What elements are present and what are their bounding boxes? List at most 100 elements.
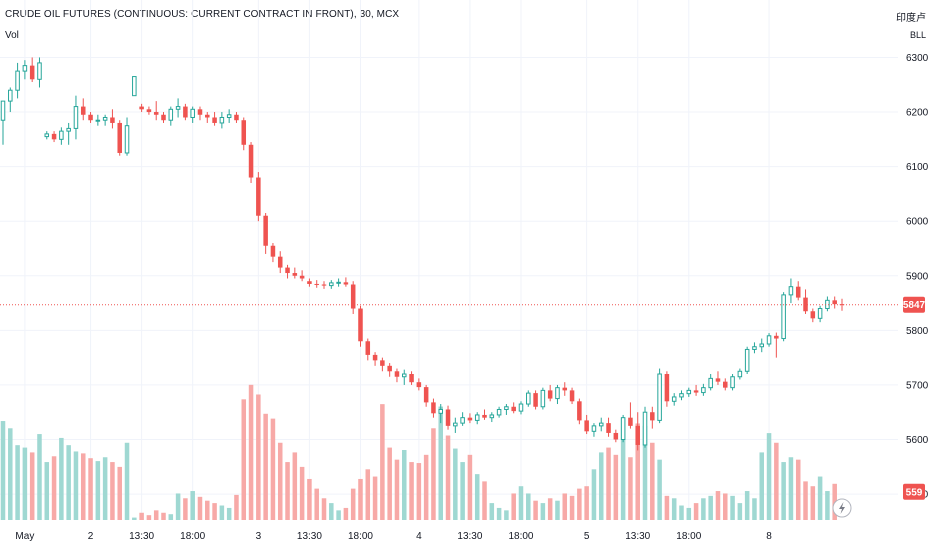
volume-bar <box>205 500 210 520</box>
volume-bar <box>701 498 706 520</box>
volume-bar <box>577 488 582 520</box>
volume-bar <box>628 457 633 520</box>
volume-bar <box>737 503 743 520</box>
candle-body <box>73 106 79 129</box>
volume-bar <box>423 454 429 520</box>
price-tick-label: 5700 <box>906 380 929 391</box>
volume-bar <box>350 488 356 520</box>
volume-bar <box>693 503 699 520</box>
volume-bar <box>650 442 655 520</box>
volume-bar <box>8 428 13 520</box>
time-tick-label: 18:00 <box>348 531 373 542</box>
candle-body <box>314 283 319 285</box>
volume-bar <box>686 507 692 520</box>
candle-body <box>839 304 845 306</box>
candle-body <box>183 106 188 118</box>
volume-bar <box>409 462 414 520</box>
volume-bars <box>0 384 837 520</box>
candle-body <box>212 117 217 123</box>
candle-body <box>657 373 662 421</box>
volume-bar <box>197 496 203 520</box>
volume-bar <box>474 474 480 520</box>
candle-body <box>102 116 108 121</box>
price-axis[interactable]: 550056005700580059006000610062006300 <box>906 53 929 501</box>
volume-bar <box>132 517 137 520</box>
candle-body <box>190 108 195 118</box>
candle-body <box>569 390 575 402</box>
volume-bar <box>168 514 174 520</box>
candle-body <box>8 89 13 102</box>
candle-body <box>832 300 837 305</box>
candle-body <box>44 133 50 138</box>
volume-bar <box>285 462 290 520</box>
candle-body <box>591 425 597 432</box>
candle-body <box>547 390 553 399</box>
candle-body <box>358 308 363 342</box>
volume-bar <box>664 495 670 520</box>
candle-body <box>504 406 509 410</box>
candle-body <box>80 106 86 115</box>
candle-body <box>139 106 144 110</box>
volume-bar <box>51 456 57 520</box>
volume-bar <box>825 491 830 520</box>
candle-body <box>489 414 495 419</box>
volume-bar <box>555 500 560 520</box>
time-tick-label: 13:30 <box>625 531 650 542</box>
candle-body <box>664 374 670 402</box>
volume-bar <box>431 428 436 520</box>
volume-bar <box>183 498 188 520</box>
volume-bar <box>175 493 181 520</box>
volume-bar <box>715 491 721 520</box>
candle-body <box>620 417 626 441</box>
candle-body <box>423 387 429 403</box>
volume-bar <box>88 458 93 520</box>
volume-bar <box>380 404 385 520</box>
candle-body <box>343 282 349 285</box>
volume-bar <box>365 469 371 520</box>
candle-body <box>671 396 677 402</box>
candle-body <box>526 392 531 405</box>
candle-body <box>285 267 290 274</box>
volume-bar <box>781 462 786 520</box>
candle-body <box>737 370 743 378</box>
volume-bar <box>671 498 677 520</box>
volume-bar <box>416 463 422 520</box>
replay-button[interactable] <box>832 498 852 518</box>
volume-bar <box>482 481 487 520</box>
volume-bar <box>489 503 495 520</box>
volume-bar <box>708 495 713 520</box>
volume-bar <box>248 384 254 520</box>
candle-body <box>270 245 276 257</box>
grid-lines <box>0 0 898 520</box>
volume-bar <box>102 457 108 520</box>
volume-bar <box>336 510 341 520</box>
volume-bar <box>153 510 159 520</box>
last-price-tag: 5847 <box>903 296 926 313</box>
volume-bar <box>635 423 640 520</box>
candle-body <box>766 335 772 345</box>
volume-bar <box>80 453 86 520</box>
candle-body <box>226 114 232 118</box>
volume-bar <box>795 459 801 520</box>
volume-bar <box>358 478 363 520</box>
candle-body <box>380 360 385 366</box>
volume-bar <box>540 503 546 520</box>
candle-body <box>59 130 64 140</box>
candle-body <box>219 116 225 124</box>
candle-body <box>555 387 560 400</box>
candle-body <box>744 348 750 372</box>
candle-body <box>205 114 210 118</box>
candle-body <box>124 125 130 154</box>
volume-bar <box>774 442 779 520</box>
candle-body <box>759 343 765 348</box>
volume-bar <box>832 483 837 520</box>
time-axis[interactable]: May 2 13:30 18:00 3 13:30 18:00 4 13:30 18:00 5 13:… <box>15 531 772 542</box>
candle-body <box>810 311 816 319</box>
volume-bar <box>277 442 283 520</box>
price-tags: 5847 559 <box>903 296 926 500</box>
time-tick-label: 13:30 <box>129 531 154 542</box>
volume-bar <box>730 495 735 520</box>
candle-body <box>650 412 655 421</box>
candle-body <box>628 417 633 426</box>
